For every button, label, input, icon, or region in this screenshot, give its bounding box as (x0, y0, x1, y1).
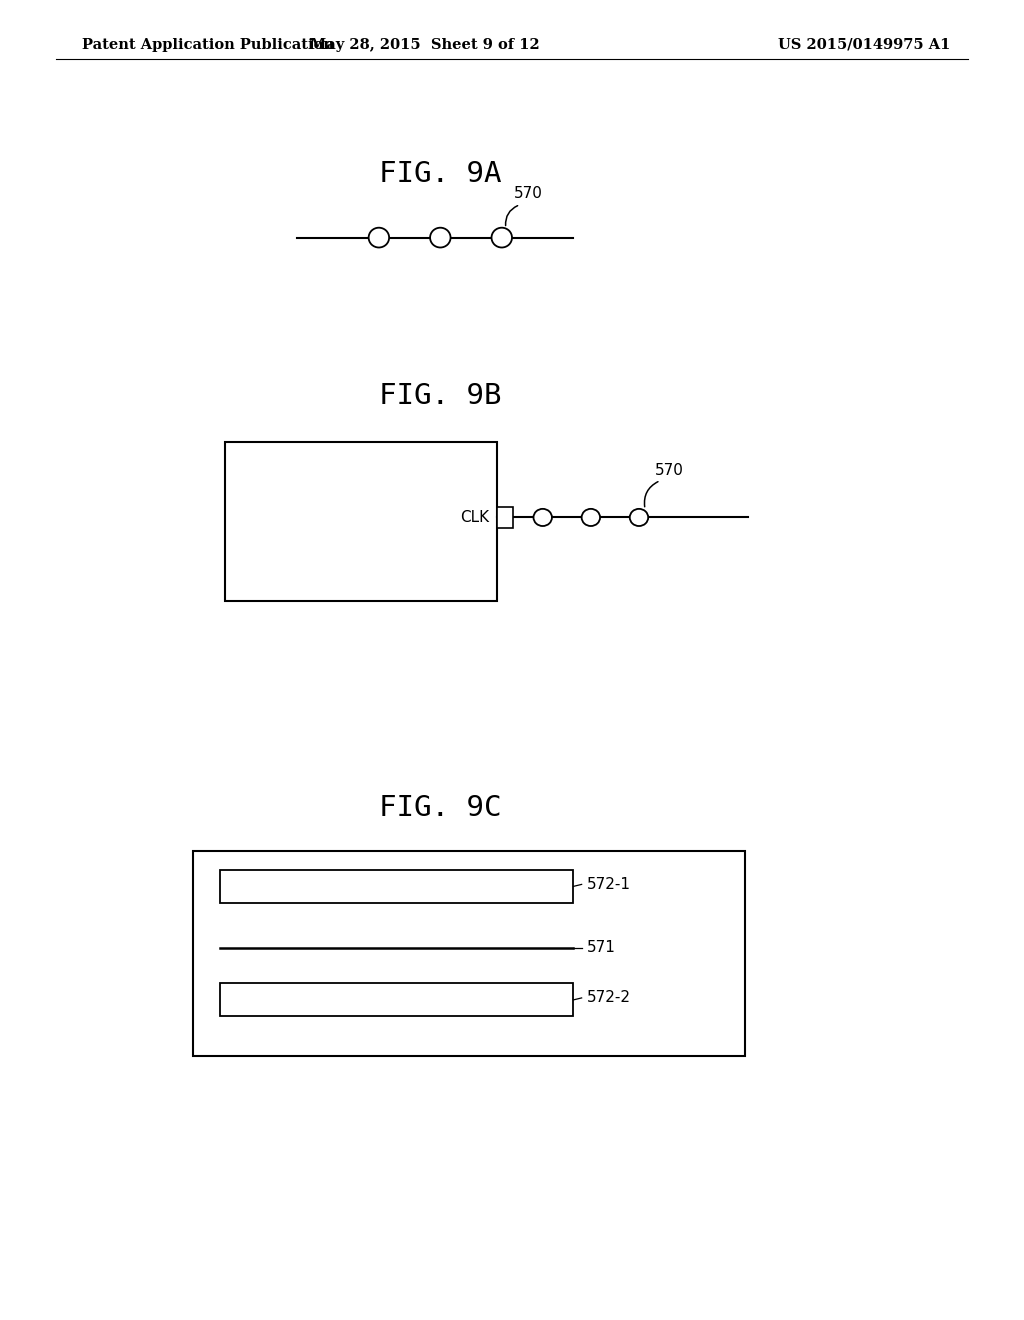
Ellipse shape (369, 227, 389, 248)
Ellipse shape (534, 510, 552, 527)
Bar (193, 851, 745, 1056)
Text: 571: 571 (587, 940, 615, 956)
Bar (497, 507, 513, 528)
Bar (220, 983, 573, 1016)
Ellipse shape (582, 510, 600, 527)
Text: 570: 570 (514, 186, 543, 201)
Text: May 28, 2015  Sheet 9 of 12: May 28, 2015 Sheet 9 of 12 (310, 38, 540, 51)
Ellipse shape (630, 510, 648, 527)
Ellipse shape (492, 227, 512, 248)
Bar (220, 870, 573, 903)
Text: FIG. 9A: FIG. 9A (379, 160, 502, 189)
Text: FIG. 9B: FIG. 9B (379, 381, 502, 411)
Text: 572-2: 572-2 (587, 990, 631, 1006)
Text: 572-1: 572-1 (587, 876, 631, 892)
Ellipse shape (430, 227, 451, 248)
Text: 570: 570 (655, 463, 684, 478)
Text: Patent Application Publication: Patent Application Publication (82, 38, 334, 51)
Bar (225, 442, 497, 601)
Text: CLK: CLK (461, 510, 489, 525)
Text: US 2015/0149975 A1: US 2015/0149975 A1 (778, 38, 950, 51)
Text: FIG. 9C: FIG. 9C (379, 793, 502, 822)
